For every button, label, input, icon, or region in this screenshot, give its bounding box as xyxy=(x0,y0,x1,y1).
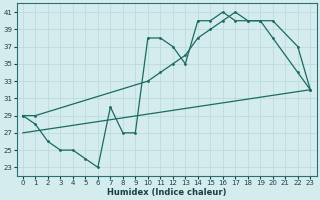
X-axis label: Humidex (Indice chaleur): Humidex (Indice chaleur) xyxy=(107,188,226,197)
